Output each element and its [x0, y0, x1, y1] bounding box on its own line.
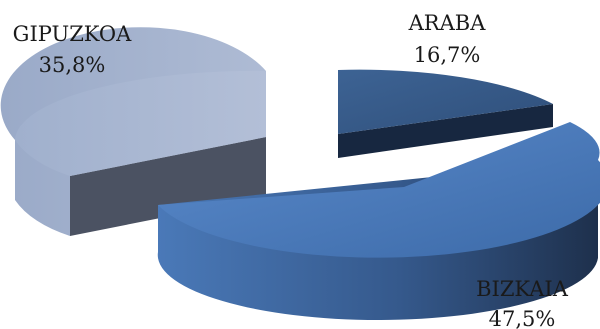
- slice-gipuzkoa: [0, 27, 267, 236]
- slice-araba: [338, 69, 553, 158]
- label-gipuzkoa-value: 35,8%: [39, 53, 106, 77]
- label-bizkaia-value: 47,5%: [489, 307, 556, 329]
- label-bizkaia-name: BIZKAIA: [476, 277, 569, 301]
- label-araba-name: ARABA: [408, 11, 487, 35]
- label-gipuzkoa-name: GIPUZKOA: [13, 22, 132, 46]
- label-araba-value: 16,7%: [414, 43, 481, 67]
- slice-bizkaia: [157, 122, 600, 321]
